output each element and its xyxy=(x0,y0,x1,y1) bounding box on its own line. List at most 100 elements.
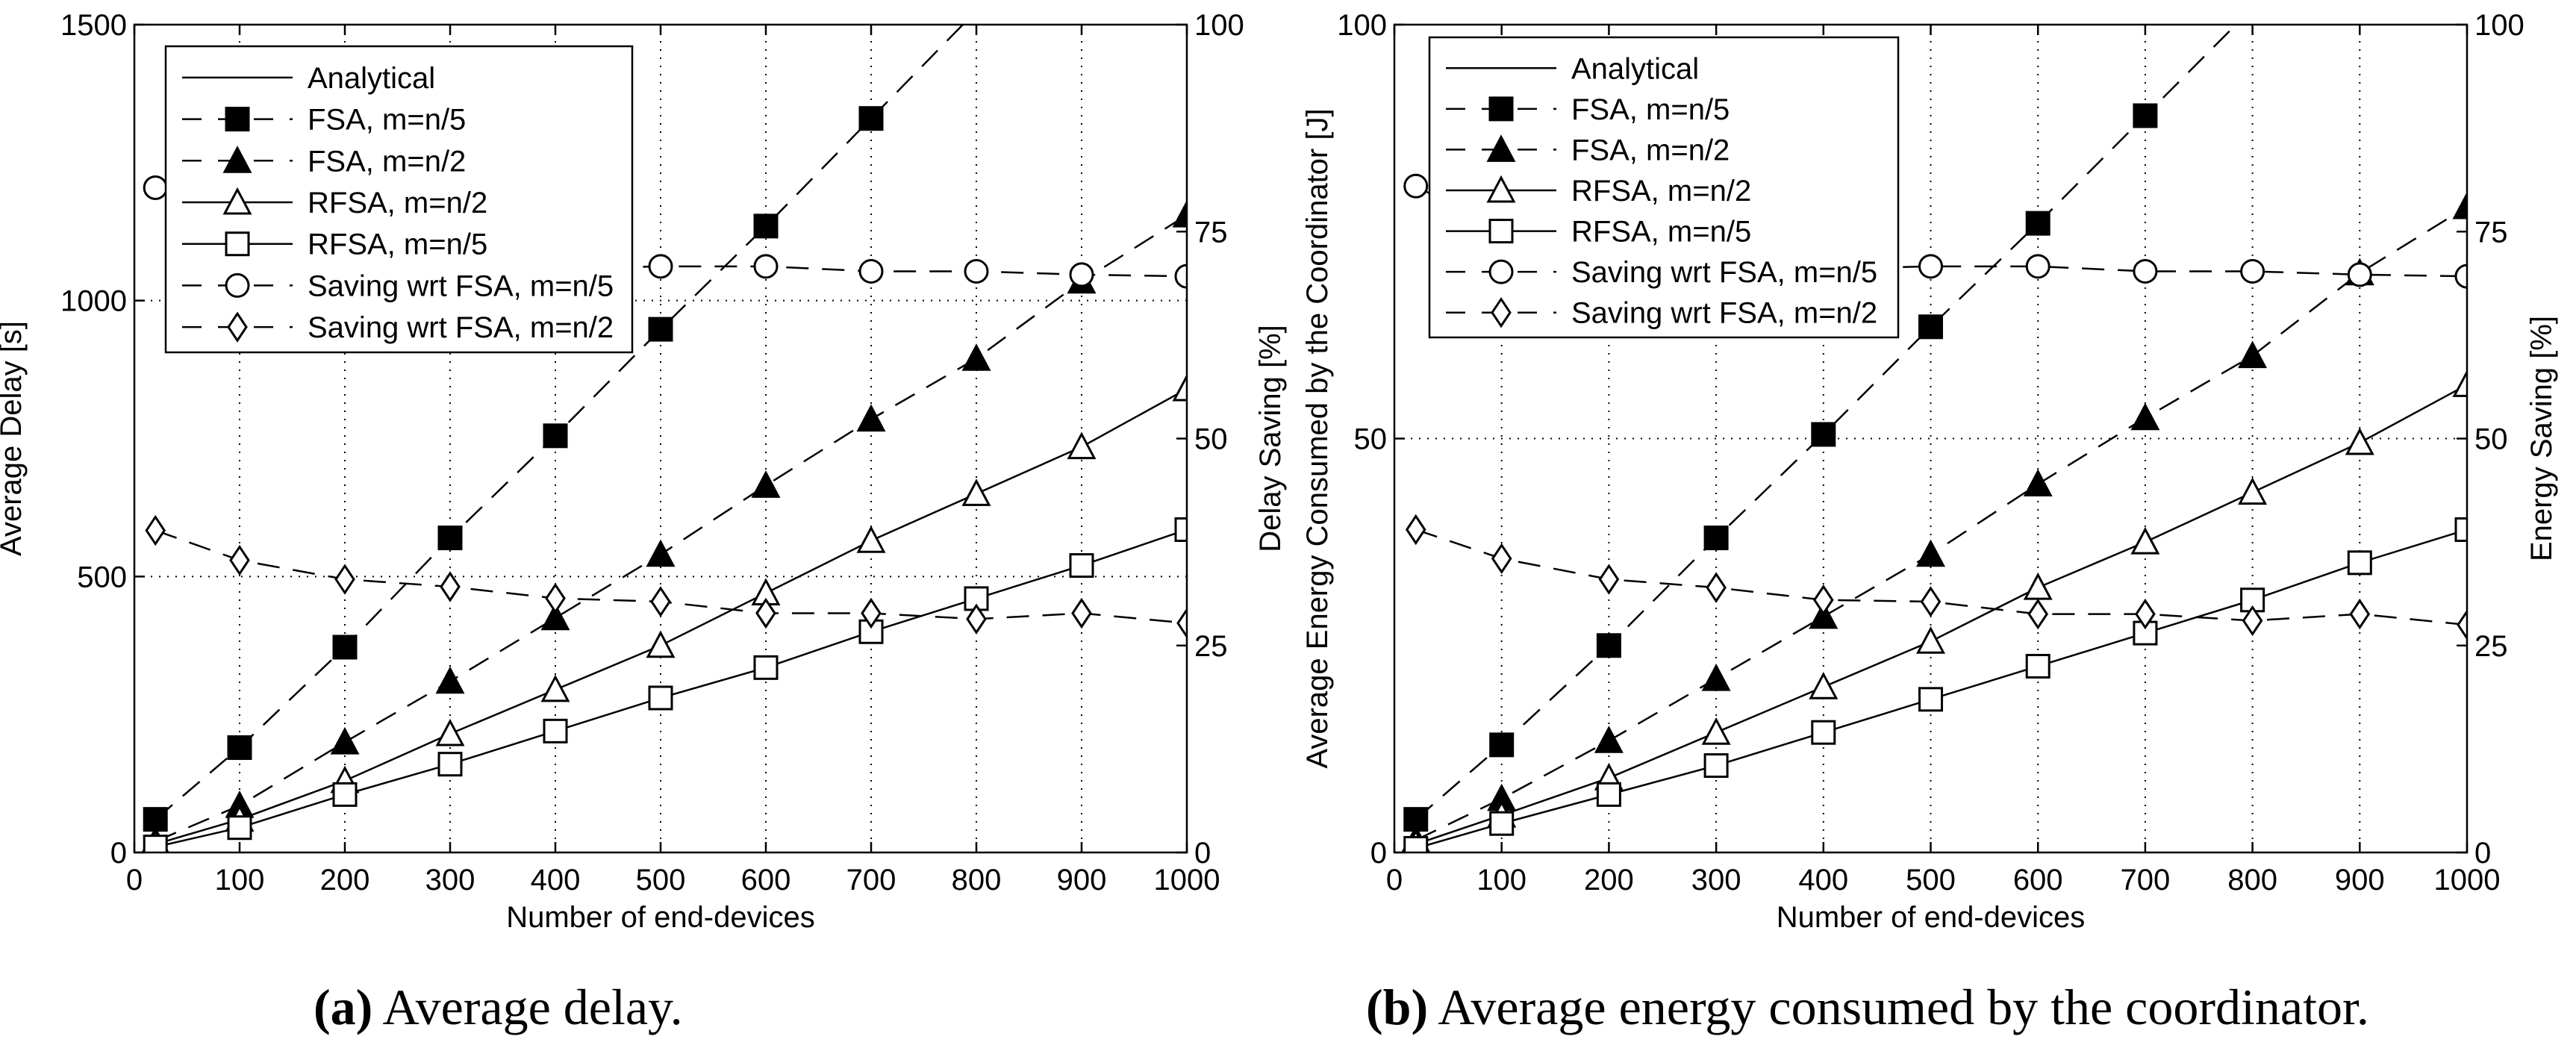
data-point xyxy=(1596,782,1621,807)
series-line xyxy=(155,387,1187,846)
series-line xyxy=(155,529,1187,625)
x-tick-label: 700 xyxy=(846,864,896,897)
data-point xyxy=(1069,553,1094,579)
series-1 xyxy=(1403,25,2238,832)
series-line xyxy=(1415,25,2238,820)
y2-tick-label: 75 xyxy=(1194,216,1228,249)
data-point xyxy=(1706,572,1727,603)
x-tick-label: 0 xyxy=(1386,864,1403,897)
data-point xyxy=(1916,626,1945,654)
y2-tick-label: 50 xyxy=(1194,423,1228,456)
data-point xyxy=(961,343,991,371)
legend-item: RFSA, m=n/5 xyxy=(1446,216,1751,249)
y2-axis-label: Energy Saving [%] xyxy=(2525,316,2558,561)
data-point xyxy=(1172,373,1187,402)
data-point xyxy=(437,752,463,777)
data-point xyxy=(543,423,568,449)
x-tick-label: 900 xyxy=(2335,864,2385,897)
y-tick-label: 500 xyxy=(77,561,127,593)
legend-item: FSA, m=n/2 xyxy=(1446,134,1730,166)
data-point xyxy=(1811,422,1836,447)
data-point xyxy=(227,815,252,841)
data-point xyxy=(143,175,168,200)
data-point xyxy=(2025,254,2050,279)
x-tick-label: 800 xyxy=(952,864,1002,897)
data-point xyxy=(1403,835,1429,852)
data-point xyxy=(1918,687,1943,712)
data-point xyxy=(1703,753,1729,779)
chart-0: 0 100 200 300 400 500 600 700 800 900 100005001000… xyxy=(0,9,1287,934)
data-point xyxy=(1403,173,1429,199)
data-point xyxy=(648,685,673,711)
data-point xyxy=(1701,663,1731,691)
data-point xyxy=(2349,598,2371,630)
legend-item: RFSA, m=n/2 xyxy=(182,187,487,219)
series-4 xyxy=(143,517,1187,852)
data-point xyxy=(1594,726,1624,753)
chart-1: 0 100 200 300 400 500 600 700 800 900 100005010002… xyxy=(1301,9,2558,934)
legend-label: FSA, m=n/2 xyxy=(308,145,466,178)
legend-item: FSA, m=n/2 xyxy=(182,145,466,178)
legend-label: RFSA, m=n/2 xyxy=(1571,175,1751,208)
data-point xyxy=(229,544,250,576)
x-tick-label: 600 xyxy=(2013,864,2063,897)
x-axis-label: Number of end-devices xyxy=(506,901,815,934)
x-tick-label: 200 xyxy=(1584,864,1634,897)
legend-label: Saving wrt FSA, m=n/5 xyxy=(308,269,614,302)
y-axis-label: Average Delay [s] xyxy=(0,321,28,556)
legend-marker-icon xyxy=(1488,96,1514,122)
legend-marker-icon xyxy=(225,107,250,132)
data-point xyxy=(2454,264,2467,289)
caption-b-label: (b) xyxy=(1366,979,1429,1035)
data-point xyxy=(1811,720,1836,745)
data-point xyxy=(753,213,779,239)
legend-marker-icon xyxy=(222,187,252,215)
x-tick-label: 100 xyxy=(215,864,265,897)
x-tick-label: 700 xyxy=(2121,864,2171,897)
series-line xyxy=(1415,384,2467,846)
data-point xyxy=(2135,598,2156,630)
data-point xyxy=(2454,517,2467,542)
data-point xyxy=(1918,254,1943,279)
data-point xyxy=(966,603,987,635)
legend-label: FSA, m=n/5 xyxy=(308,104,466,137)
x-tick-label: 900 xyxy=(1057,864,1107,897)
legend-label: RFSA, m=n/2 xyxy=(308,187,487,219)
data-point xyxy=(1489,811,1515,836)
y2-tick-label: 100 xyxy=(1194,9,1244,42)
data-point xyxy=(2023,469,2053,496)
legend-item: FSA, m=n/5 xyxy=(1446,93,1730,126)
legend-marker-icon xyxy=(225,272,250,298)
data-point xyxy=(1920,586,1942,617)
plot-area xyxy=(1401,25,2467,852)
x-tick-label: 100 xyxy=(1476,864,1526,897)
legend-label: FSA, m=n/2 xyxy=(1571,134,1730,166)
data-point xyxy=(1809,601,1839,629)
data-point xyxy=(227,735,252,761)
x-tick-label: 600 xyxy=(741,864,791,897)
y2-axis-label: Delay Saving [%] xyxy=(1254,325,1287,552)
x-tick-label: 1000 xyxy=(2434,864,2501,897)
legend: Analytical FSA, m=n/5 FSA, m=n/2 RFSA, m=n/… xyxy=(164,45,634,354)
data-point xyxy=(1703,526,1729,551)
legend-label: Analytical xyxy=(1571,52,1699,85)
series-6 xyxy=(145,514,1187,639)
data-point xyxy=(856,526,886,553)
legend-label: Saving wrt FSA, m=n/2 xyxy=(1571,297,1877,330)
data-point xyxy=(1069,262,1094,287)
series-3 xyxy=(1403,370,2467,852)
legend-marker-icon xyxy=(225,231,250,257)
data-point xyxy=(440,571,461,602)
data-point xyxy=(543,718,568,743)
data-point xyxy=(2025,211,2050,236)
data-point xyxy=(145,514,166,546)
x-tick-label: 200 xyxy=(320,864,370,897)
caption-a-text: Average delay. xyxy=(382,979,683,1035)
data-point xyxy=(2452,191,2467,219)
series-4 xyxy=(1403,517,2467,852)
x-tick-label: 300 xyxy=(425,864,475,897)
data-point xyxy=(435,666,465,694)
series-1 xyxy=(143,25,964,832)
data-point xyxy=(1067,431,1097,460)
series-line xyxy=(1415,529,2467,626)
